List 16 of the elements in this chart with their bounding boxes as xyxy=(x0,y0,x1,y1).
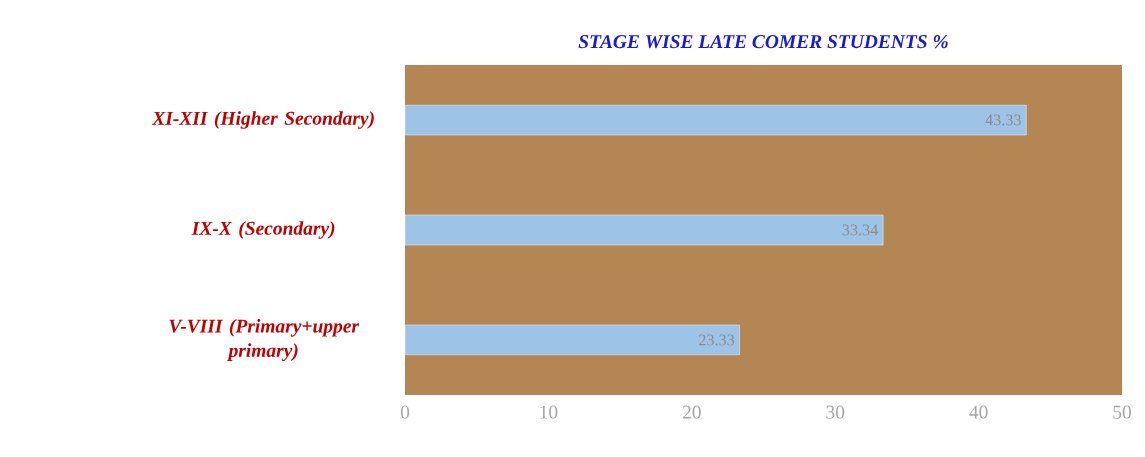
x-tick-label: 20 xyxy=(682,405,701,419)
y-tick-label: XI-XII (Higher Secondary) xyxy=(151,111,374,129)
chart-title: STAGE WISE LATE COMER STUDENTS % xyxy=(578,35,948,49)
x-tick-label: 50 xyxy=(1113,405,1131,419)
bar xyxy=(405,104,1027,136)
data-label: 23.33 xyxy=(699,334,735,346)
data-label: 33.34 xyxy=(842,224,879,236)
y-tick-label: V-VIII (Primary+upper primary) xyxy=(169,318,360,362)
bar xyxy=(405,324,740,356)
y-tick-label: IX-X (Secondary) xyxy=(191,221,335,239)
data-label: 43.33 xyxy=(985,114,1021,126)
x-tick-label: 0 xyxy=(400,405,410,419)
bar xyxy=(405,214,884,246)
x-tick-label: 10 xyxy=(540,405,558,419)
x-tick-label: 30 xyxy=(826,405,845,419)
x-tick-label: 40 xyxy=(969,405,988,419)
